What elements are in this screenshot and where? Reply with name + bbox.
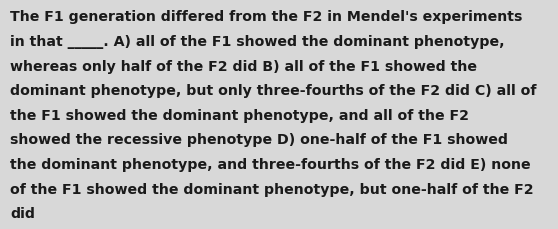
Text: the F1 showed the dominant phenotype, and all of the F2: the F1 showed the dominant phenotype, an… [10,108,469,122]
Text: the dominant phenotype, and three-fourths of the F2 did E) none: the dominant phenotype, and three-fourth… [10,157,531,171]
Text: dominant phenotype, but only three-fourths of the F2 did C) all of: dominant phenotype, but only three-fourt… [10,84,537,98]
Text: of the F1 showed the dominant phenotype, but one-half of the F2: of the F1 showed the dominant phenotype,… [10,182,533,196]
Text: in that _____. A) all of the F1 showed the dominant phenotype,: in that _____. A) all of the F1 showed t… [10,35,504,49]
Text: showed the recessive phenotype D) one-half of the F1 showed: showed the recessive phenotype D) one-ha… [10,133,508,147]
Text: whereas only half of the F2 did B) all of the F1 showed the: whereas only half of the F2 did B) all o… [10,59,477,73]
Text: The F1 generation differed from the F2 in Mendel's experiments: The F1 generation differed from the F2 i… [10,10,522,24]
Text: did: did [10,206,35,220]
